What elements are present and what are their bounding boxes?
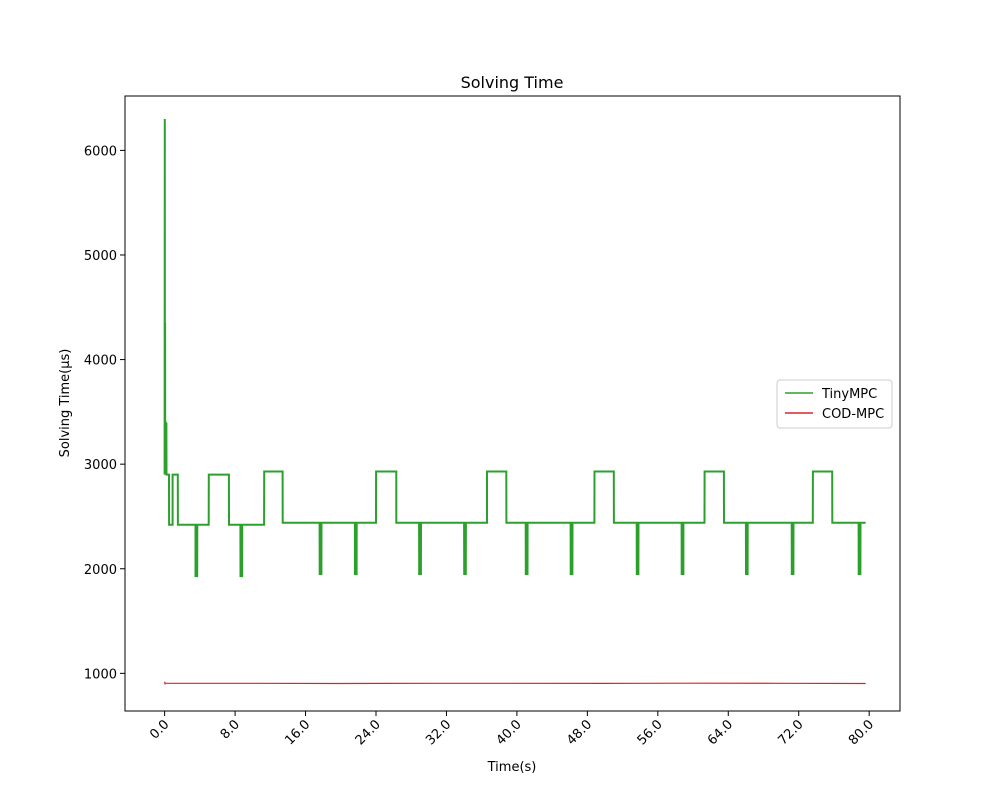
series-line-cod-mpc (164, 681, 866, 686)
x-tick-label: 32.0 (423, 717, 454, 748)
legend-box (776, 379, 893, 429)
legend: TinyMPC COD-MPC (776, 379, 893, 429)
y-tick-label: 4000 (84, 354, 117, 369)
x-tick-label: 72.0 (775, 717, 806, 748)
plot-area: 0.0 8.0 16.0 24.0 32.0 40.0 48.0 56.0 64.0 72.0 80… (84, 95, 901, 748)
x-tick-label: 48.0 (564, 717, 595, 748)
x-tick-label: 56.0 (635, 717, 666, 748)
legend-label-cod-mpc: COD-MPC (822, 407, 884, 422)
x-tick-label: 0.0 (147, 717, 172, 742)
y-tick-label: 1000 (84, 667, 117, 682)
y-tick-label: 5000 (84, 249, 117, 264)
x-tick-label: 24.0 (353, 717, 384, 748)
y-tick-label: 2000 (84, 563, 117, 578)
plot-frame (124, 95, 901, 712)
chart-title: Solving Time (461, 73, 564, 92)
series-line-tinympc (163, 118, 866, 578)
x-tick-label: 80.0 (846, 717, 877, 748)
x-tick-label: 16.0 (282, 717, 313, 748)
y-tick-label: 6000 (84, 144, 117, 159)
x-tick-label: 40.0 (494, 717, 525, 748)
y-tick-label: 3000 (84, 458, 117, 473)
series-layer (163, 118, 866, 686)
legend-label-tinympc: TinyMPC (821, 387, 877, 402)
y-axis-ticks: 1000 2000 3000 4000 5000 6000 (84, 144, 125, 682)
x-axis-label: Time(s) (487, 760, 537, 775)
x-axis-ticks: 0.0 8.0 16.0 24.0 32.0 40.0 48.0 56.0 64.0 72.0 80… (147, 711, 877, 748)
x-tick-label: 64.0 (705, 717, 736, 748)
x-tick-label: 8.0 (218, 717, 243, 742)
y-axis-label: Solving Time(μs) (58, 349, 73, 458)
